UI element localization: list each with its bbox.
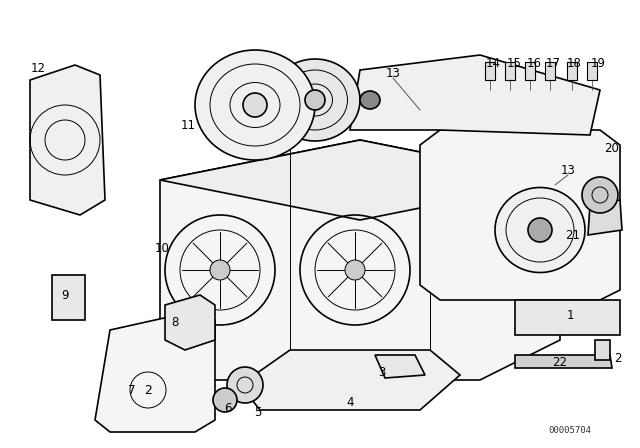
Text: 6: 6 (224, 401, 232, 414)
Polygon shape (525, 62, 535, 80)
Ellipse shape (270, 59, 360, 141)
Text: 9: 9 (61, 289, 68, 302)
Polygon shape (30, 65, 105, 215)
Circle shape (528, 218, 552, 242)
Circle shape (227, 367, 263, 403)
Circle shape (243, 93, 267, 117)
Polygon shape (595, 340, 610, 360)
Text: 11: 11 (180, 119, 195, 132)
Text: 12: 12 (31, 61, 45, 74)
Polygon shape (350, 55, 600, 135)
Circle shape (345, 260, 365, 280)
Polygon shape (95, 310, 215, 432)
Polygon shape (587, 62, 597, 80)
Ellipse shape (495, 188, 585, 272)
Text: 13: 13 (561, 164, 575, 177)
Text: 17: 17 (545, 56, 561, 69)
Polygon shape (420, 130, 620, 300)
Text: 4: 4 (346, 396, 354, 409)
Polygon shape (52, 275, 85, 320)
Polygon shape (165, 295, 215, 350)
Ellipse shape (360, 91, 380, 109)
Text: 16: 16 (527, 56, 541, 69)
Polygon shape (588, 200, 622, 235)
Text: 3: 3 (378, 366, 386, 379)
Circle shape (582, 177, 618, 213)
Text: 21: 21 (566, 228, 580, 241)
Text: 20: 20 (605, 142, 620, 155)
Polygon shape (240, 350, 460, 410)
Polygon shape (485, 62, 495, 80)
Text: 2: 2 (614, 352, 621, 365)
Text: 15: 15 (507, 56, 522, 69)
Polygon shape (375, 355, 425, 378)
Text: 2: 2 (144, 383, 152, 396)
Text: 14: 14 (486, 56, 500, 69)
Text: 19: 19 (591, 56, 605, 69)
Text: 13: 13 (385, 66, 401, 79)
Polygon shape (505, 62, 515, 80)
Text: 7: 7 (128, 383, 136, 396)
Text: 1: 1 (566, 309, 573, 322)
Text: 22: 22 (552, 356, 568, 369)
Polygon shape (515, 355, 612, 368)
Polygon shape (515, 300, 620, 335)
Text: 5: 5 (254, 405, 262, 418)
Polygon shape (160, 140, 560, 380)
Text: 8: 8 (172, 315, 179, 328)
Polygon shape (567, 62, 577, 80)
Circle shape (213, 388, 237, 412)
Polygon shape (160, 140, 560, 220)
Text: 00005704: 00005704 (548, 426, 591, 435)
Circle shape (305, 90, 325, 110)
Circle shape (210, 260, 230, 280)
Polygon shape (545, 62, 555, 80)
Text: 18: 18 (566, 56, 581, 69)
Text: 10: 10 (155, 241, 170, 254)
Ellipse shape (195, 50, 315, 160)
